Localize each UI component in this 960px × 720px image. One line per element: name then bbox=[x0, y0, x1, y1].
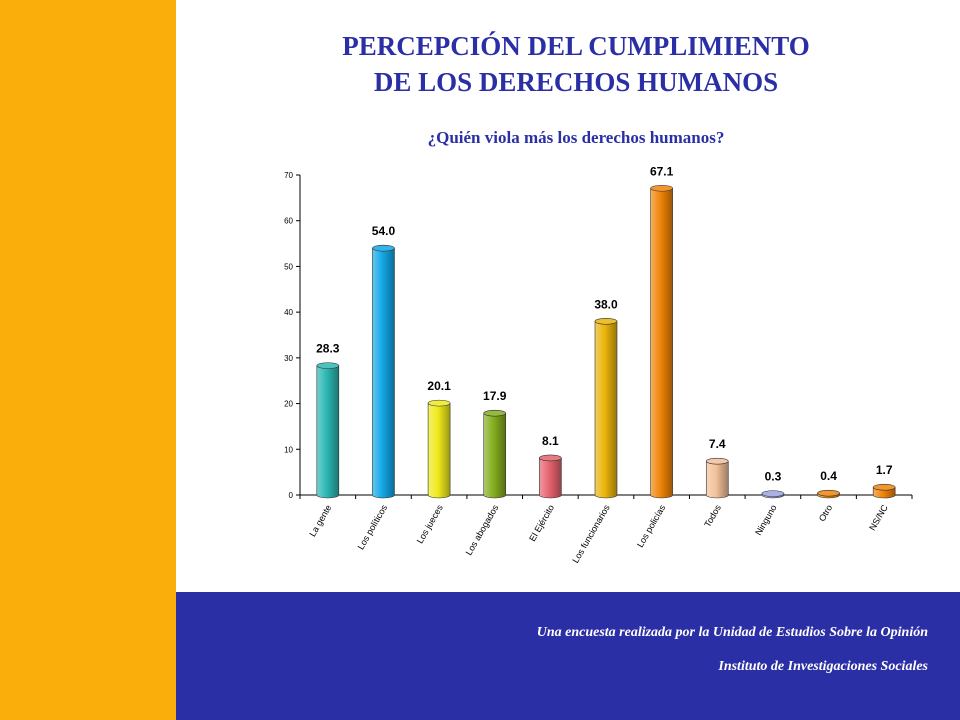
x-tick-label-la-gente: La gente bbox=[307, 503, 333, 538]
x-tick-label-los-jueces: Los jueces bbox=[415, 503, 445, 546]
bar-los-jueces bbox=[427, 399, 451, 499]
x-tick-label-los-abogados: Los abogados bbox=[464, 503, 501, 557]
x-tick-label-los-politicos: Los políticos bbox=[356, 503, 390, 552]
bar-top bbox=[817, 489, 840, 497]
bar-chart: 0 10 20 30 40 50 60 70 28.3 La gente 54.0 Los polít… bbox=[284, 164, 913, 565]
bar-los-funcionarios bbox=[594, 317, 618, 499]
bar-top bbox=[705, 457, 729, 465]
bar-top bbox=[483, 409, 507, 417]
footer-survey-credit: Una encuesta realizada por la Unidad de … bbox=[536, 625, 928, 640]
data-label-otro: 0.4 bbox=[820, 469, 837, 483]
y-tick-label: 40 bbox=[284, 308, 293, 317]
bar-los-abogados bbox=[483, 409, 507, 499]
x-tick-label-todos: Todos bbox=[702, 503, 723, 529]
x-tick-label-ninguno: Ninguno bbox=[753, 503, 778, 537]
data-label-la-gente: 28.3 bbox=[316, 342, 340, 356]
bar-ninguno bbox=[761, 490, 785, 499]
data-label-ns-nc: 1.7 bbox=[876, 463, 893, 477]
bar-body bbox=[483, 412, 507, 499]
bar-body bbox=[705, 460, 729, 499]
footer-band: Una encuesta realizada por la Unidad de … bbox=[176, 592, 960, 720]
bar-body bbox=[594, 320, 618, 499]
bar-los-politicos bbox=[372, 244, 395, 499]
data-label-todos: 7.4 bbox=[709, 437, 726, 451]
bar-body bbox=[316, 365, 340, 499]
bar-top bbox=[539, 454, 562, 462]
data-label-los-policias: 67.1 bbox=[650, 164, 674, 178]
bar-top bbox=[594, 317, 618, 325]
bar-top bbox=[316, 362, 340, 369]
bar-todos bbox=[705, 457, 729, 499]
bar-el-ejercito bbox=[539, 454, 562, 499]
bar-top bbox=[872, 483, 896, 491]
slide-title: PERCEPCIÓN DEL CUMPLIMIENTO DE LOS DEREC… bbox=[176, 28, 960, 100]
title-line-1: PERCEPCIÓN DEL CUMPLIMIENTO bbox=[342, 31, 810, 61]
y-tick-label: 10 bbox=[284, 445, 293, 454]
bar-top bbox=[650, 184, 673, 192]
y-tick-label: 0 bbox=[289, 491, 294, 500]
bar-body bbox=[372, 247, 395, 499]
y-tick-label: 20 bbox=[284, 400, 293, 409]
bar-top bbox=[427, 399, 451, 407]
data-label-los-funcionarios: 38.0 bbox=[594, 297, 618, 311]
bar-body bbox=[427, 402, 451, 499]
y-tick-label: 60 bbox=[284, 217, 293, 226]
bar-los-policias bbox=[650, 184, 673, 499]
x-tick-label-los-funcionarios: Los funcionarios bbox=[570, 503, 612, 565]
data-label-los-abogados: 17.9 bbox=[483, 389, 507, 403]
x-tick-label-ns-nc: NS/NC bbox=[867, 503, 890, 533]
title-line-2: DE LOS DERECHOS HUMANOS bbox=[373, 67, 779, 97]
bar-top bbox=[372, 244, 395, 252]
bar-body bbox=[650, 187, 673, 499]
footer-institute: Instituto de Investigaciones Sociales bbox=[718, 659, 928, 674]
x-tick-label-otro: Otro bbox=[817, 503, 834, 523]
y-tick-label: 50 bbox=[284, 262, 293, 271]
bar-body bbox=[539, 457, 562, 499]
data-label-los-politicos: 54.0 bbox=[372, 224, 396, 238]
bar-ns-nc bbox=[872, 483, 896, 499]
x-tick-label-los-policias: Los policías bbox=[635, 503, 668, 550]
data-label-el-ejercito: 8.1 bbox=[542, 434, 559, 448]
bar-top bbox=[761, 490, 785, 497]
data-label-los-jueces: 20.1 bbox=[427, 379, 451, 393]
x-tick-label-el-ejercito: El Ejército bbox=[527, 503, 556, 543]
data-label-ninguno: 0.3 bbox=[765, 470, 782, 484]
chart-question: ¿Quién viola más los derechos humanos? bbox=[427, 128, 725, 147]
bar-la-gente bbox=[316, 362, 340, 499]
left-accent-bar bbox=[0, 0, 176, 720]
y-tick-label: 70 bbox=[284, 171, 293, 180]
bar-otro bbox=[817, 489, 840, 499]
y-tick-label: 30 bbox=[284, 354, 293, 363]
